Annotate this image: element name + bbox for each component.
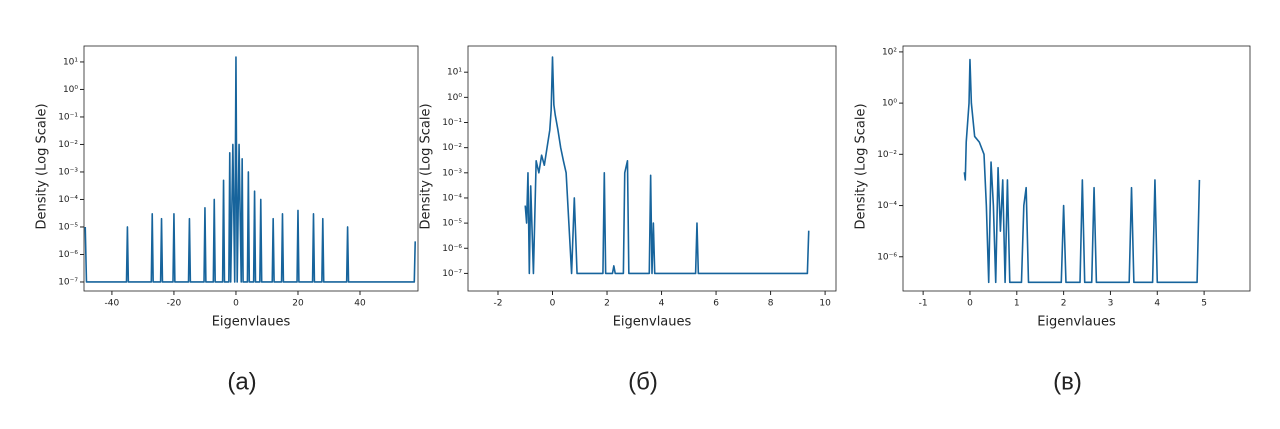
- y-tick-label: 10⁻¹: [442, 118, 462, 128]
- x-tick-label: -40: [105, 299, 120, 309]
- x-tick-label: 0: [967, 299, 973, 309]
- subplot: -40 -20 0 20 40 10⁻⁷ 10⁻⁶ 10⁻⁵ 10⁻⁴ 10⁻³ 10⁻² 10⁻¹ 1…: [35, 45, 419, 395]
- x-axis-label: Eigenvlaues: [613, 315, 692, 330]
- caption: (a): [227, 368, 256, 395]
- y-tick-label: 10¹: [447, 68, 462, 78]
- y-tick-label: 10⁻⁴: [58, 195, 78, 205]
- y-axis-label: Density (Log Scale): [35, 103, 50, 229]
- data-line: [84, 56, 417, 283]
- y-axis-label: Density (Log Scale): [854, 103, 869, 229]
- y-tick-label: 10⁰: [882, 99, 897, 109]
- y-tick-label: 10⁻²: [442, 143, 462, 153]
- x-tick-label: 4: [659, 299, 665, 309]
- data-line: [963, 58, 1201, 284]
- axes-frame: [467, 45, 837, 292]
- y-tick-label: 10⁻³: [58, 167, 78, 177]
- x-tick-label: 0: [550, 299, 556, 309]
- caption: (б): [628, 368, 658, 395]
- x-tick-label: -2: [493, 299, 502, 309]
- y-tick-label: 10⁻²: [877, 150, 897, 160]
- x-axis-label: Eigenvlaues: [212, 315, 291, 330]
- subplot: -1 0 1 2 3 4 5 10⁻⁶ 10⁻⁴ 10⁻² 10⁰ 10² Eigenvlaues Den…: [854, 45, 1251, 395]
- y-tick-label: 10⁻⁴: [442, 193, 462, 203]
- y-tick-label: 10⁻⁷: [58, 277, 78, 287]
- x-tick-label: 4: [1154, 299, 1160, 309]
- y-tick-label: 10⁻³: [442, 168, 462, 178]
- y-tick-label: 10⁻⁵: [58, 222, 78, 232]
- x-tick-label: 40: [354, 299, 366, 309]
- y-tick-label: 10⁻⁵: [442, 219, 462, 229]
- y-tick-label: 10¹: [63, 57, 78, 67]
- y-axis-label: Density (Log Scale): [419, 103, 434, 229]
- y-tick-label: 10⁰: [447, 93, 462, 103]
- x-axis-label: Eigenvlaues: [1037, 315, 1116, 330]
- x-tick-label: 10: [819, 299, 831, 309]
- x-tick-label: 1: [1014, 299, 1020, 309]
- y-tick-label: 10²: [882, 47, 897, 57]
- x-tick-label: 20: [292, 299, 304, 309]
- y-tick-label: 10⁻¹: [58, 112, 78, 122]
- data-line: [524, 56, 810, 275]
- y-tick-label: 10⁻⁶: [877, 252, 897, 262]
- y-tick-label: 10⁻⁶: [58, 250, 78, 260]
- axes-frame: [83, 45, 419, 292]
- y-tick-label: 10⁻²: [58, 140, 78, 150]
- x-tick-label: 0: [233, 299, 239, 309]
- y-tick-label: 10⁻⁶: [442, 244, 462, 254]
- x-tick-label: 8: [768, 299, 774, 309]
- x-tick-label: 2: [1061, 299, 1067, 309]
- x-tick-label: 3: [1108, 299, 1114, 309]
- x-tick-label: -20: [167, 299, 182, 309]
- subplot: -2 0 2 4 6 8 10 10⁻⁷ 10⁻⁶ 10⁻⁵ 10⁻⁴ 10⁻³ 10⁻² 10⁻¹ 10⁰…: [419, 45, 837, 395]
- y-tick-label: 10⁻⁷: [442, 269, 462, 279]
- caption: (в): [1053, 368, 1082, 395]
- x-tick-label: 6: [713, 299, 719, 309]
- axes-frame: [902, 45, 1251, 292]
- x-tick-label: 5: [1201, 299, 1207, 309]
- y-tick-label: 10⁻⁴: [877, 201, 897, 211]
- y-tick-label: 10⁰: [63, 85, 78, 95]
- x-tick-label: 2: [604, 299, 610, 309]
- x-tick-label: -1: [919, 299, 928, 309]
